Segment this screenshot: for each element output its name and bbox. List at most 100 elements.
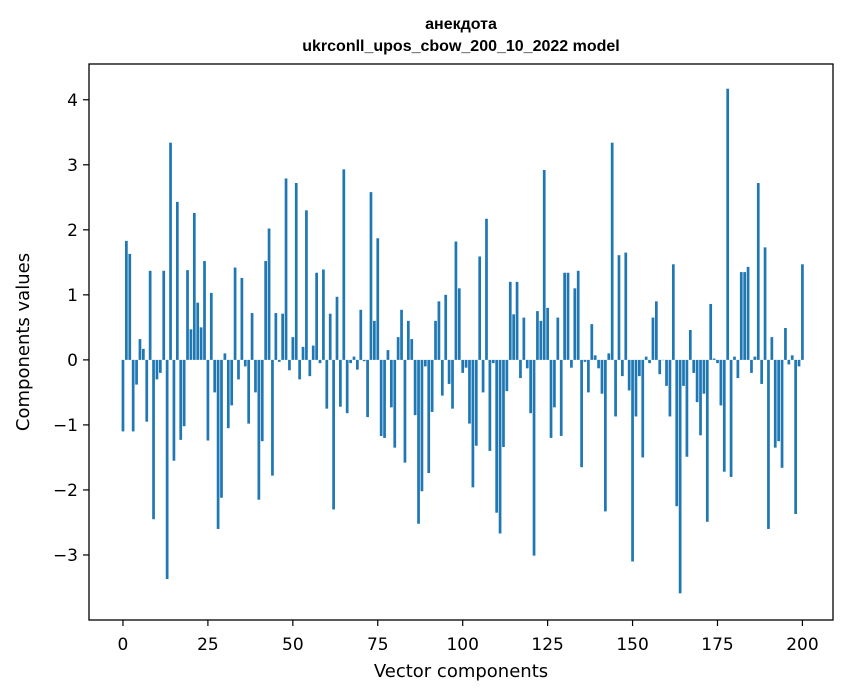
bar-9 bbox=[152, 359, 155, 520]
bar-145 bbox=[614, 359, 617, 417]
bar-198 bbox=[794, 359, 797, 514]
bar-6 bbox=[142, 348, 145, 360]
bar-83 bbox=[403, 359, 407, 463]
bar-158 bbox=[658, 359, 662, 375]
bar-154 bbox=[644, 356, 648, 360]
bar-140 bbox=[597, 359, 600, 369]
x-axis-label: Vector components bbox=[374, 661, 548, 682]
bar-123 bbox=[539, 320, 543, 360]
bar-183 bbox=[743, 272, 747, 360]
bar-53 bbox=[301, 346, 305, 360]
bar-157 bbox=[654, 301, 658, 360]
bar-195 bbox=[784, 328, 787, 360]
y-tick-label: 0 bbox=[67, 351, 78, 371]
bar-172 bbox=[705, 359, 709, 522]
bar-151 bbox=[634, 359, 638, 417]
y-tick-label: 4 bbox=[67, 91, 78, 111]
bar-80 bbox=[393, 359, 397, 448]
x-tick-label: 175 bbox=[701, 635, 733, 655]
bar-45 bbox=[274, 313, 278, 360]
bar-47 bbox=[281, 313, 284, 360]
bar-127 bbox=[553, 359, 556, 408]
x-tick-label: 25 bbox=[197, 635, 219, 655]
bar-55 bbox=[308, 359, 312, 377]
bar-131 bbox=[566, 272, 570, 360]
bar-115 bbox=[512, 314, 516, 360]
bar-107 bbox=[485, 218, 488, 360]
bar-31 bbox=[226, 359, 230, 429]
bar-49 bbox=[288, 359, 291, 371]
bar-87 bbox=[417, 359, 420, 524]
bar-155 bbox=[648, 359, 651, 364]
bar-161 bbox=[668, 359, 672, 417]
chart-title: анекдота bbox=[425, 16, 497, 33]
bar-188 bbox=[760, 359, 764, 384]
bar-104 bbox=[474, 359, 478, 446]
bar-169 bbox=[695, 359, 699, 403]
bar-61 bbox=[328, 313, 332, 360]
bar-20 bbox=[189, 329, 193, 360]
bar-189 bbox=[763, 247, 767, 360]
bar-39 bbox=[254, 359, 257, 393]
chart-subtitle: ukrconll_upos_cbow_200_10_2022 model bbox=[302, 38, 619, 55]
bar-118 bbox=[522, 317, 526, 360]
bar-180 bbox=[733, 356, 736, 360]
bar-175 bbox=[716, 359, 719, 364]
y-tick-label: 1 bbox=[67, 286, 78, 306]
x-tick-label: 200 bbox=[786, 635, 818, 655]
bar-121 bbox=[532, 359, 536, 556]
bar-148 bbox=[624, 252, 628, 360]
bar-185 bbox=[750, 359, 753, 373]
bar-146 bbox=[617, 255, 621, 360]
bar-101 bbox=[464, 359, 468, 368]
bar-11 bbox=[158, 359, 162, 373]
x-tick-label: 150 bbox=[616, 635, 648, 655]
bar-136 bbox=[583, 359, 587, 362]
bar-3 bbox=[131, 359, 135, 432]
x-tick-label: 125 bbox=[531, 635, 563, 655]
bar-110 bbox=[495, 359, 499, 513]
bar-29 bbox=[220, 359, 223, 498]
bar-27 bbox=[213, 359, 217, 393]
bar-63 bbox=[335, 296, 339, 360]
bar-51 bbox=[294, 183, 298, 360]
bar-66 bbox=[345, 359, 349, 414]
bar-58 bbox=[318, 359, 322, 364]
axis-ticks: 0 25 50 75 100 125 150 175 200 −3 −2 −1 0 1 2 3 4 bbox=[53, 91, 819, 655]
bar-193 bbox=[777, 359, 780, 442]
bar-46 bbox=[277, 359, 281, 362]
bar-85 bbox=[410, 339, 414, 360]
bar-96 bbox=[447, 359, 451, 384]
bar-81 bbox=[396, 337, 400, 360]
bar-105 bbox=[478, 256, 482, 360]
y-tick-label: −2 bbox=[53, 481, 78, 501]
bar-40 bbox=[257, 359, 261, 500]
bar-133 bbox=[573, 288, 577, 360]
bar-125 bbox=[546, 307, 549, 360]
bar-138 bbox=[590, 324, 594, 360]
x-tick-label: 100 bbox=[446, 635, 478, 655]
bar-167 bbox=[688, 329, 692, 360]
bar-35 bbox=[240, 277, 244, 360]
bar-134 bbox=[576, 270, 580, 360]
bar-75 bbox=[376, 238, 380, 360]
bar-129 bbox=[559, 359, 563, 436]
y-tick-label: 3 bbox=[67, 156, 78, 176]
bar-139 bbox=[593, 355, 597, 360]
bar-91 bbox=[430, 359, 434, 412]
bar-100 bbox=[461, 359, 465, 373]
bar-50 bbox=[291, 337, 295, 360]
bar-64 bbox=[339, 359, 342, 407]
y-axis-label: Components values bbox=[13, 253, 34, 431]
bar-76 bbox=[379, 359, 383, 436]
y-tick-label: −3 bbox=[53, 546, 78, 566]
bar-25 bbox=[206, 359, 210, 441]
bar-44 bbox=[271, 359, 274, 476]
bar-73 bbox=[369, 192, 373, 360]
bar-13 bbox=[165, 359, 169, 580]
bar-36 bbox=[243, 359, 247, 367]
x-tick-label: 50 bbox=[282, 635, 304, 655]
bar-176 bbox=[719, 359, 723, 406]
bar-38 bbox=[250, 313, 254, 360]
y-tick-label: −1 bbox=[53, 416, 78, 436]
